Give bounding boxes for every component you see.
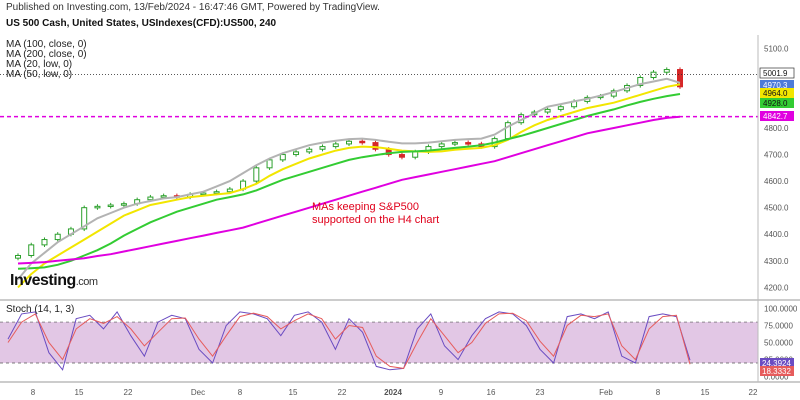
candle-body xyxy=(226,188,233,193)
candle-body xyxy=(147,196,154,201)
candle-body xyxy=(81,207,88,230)
candle-body xyxy=(319,146,326,150)
ma20-line xyxy=(17,83,681,289)
x-tick-label: 8 xyxy=(656,388,661,397)
x-tick-label: 2024 xyxy=(384,388,402,397)
published-caption: Published on Investing.com, 13/Feb/2024 … xyxy=(6,2,380,13)
candle-body xyxy=(332,143,339,148)
x-tick-label: 23 xyxy=(536,388,545,397)
candle-body xyxy=(94,205,101,209)
ma100-line xyxy=(17,77,681,281)
annotation-line1: MAs keeping S&P500 xyxy=(312,201,420,213)
price-label: 4964.0 xyxy=(763,89,788,98)
stoch-k-line xyxy=(7,311,691,371)
candle-body xyxy=(465,142,472,145)
stoch-label: 18.3332 xyxy=(762,367,791,376)
annotation-line2: supported on the H4 chart xyxy=(312,214,440,226)
y-tick-label: 4800.0 xyxy=(764,124,789,133)
stoch-d-line xyxy=(7,312,691,369)
candle-body xyxy=(359,140,366,144)
stoch-y-tick: 0.0000 xyxy=(764,373,789,382)
legend-ma100: MA (100, close, 0) xyxy=(6,39,87,50)
stoch-label-box xyxy=(760,366,794,376)
candle-body xyxy=(160,195,167,198)
price-label: 5001.9 xyxy=(763,69,788,78)
price-label: 4842.7 xyxy=(763,112,788,121)
x-tick-label: 22 xyxy=(124,388,133,397)
x-tick-label: 8 xyxy=(31,388,36,397)
candle-body xyxy=(253,167,260,182)
logo-suffix: .com xyxy=(75,276,98,288)
stoch-label-box xyxy=(760,358,794,368)
stoch-y-tick: 100.0000 xyxy=(764,304,798,313)
x-tick-label: 9 xyxy=(439,388,444,397)
stoch-y-tick: 50.0000 xyxy=(764,339,793,348)
x-tick-label: 15 xyxy=(701,388,710,397)
y-tick-label: 4700.0 xyxy=(764,151,789,160)
candle-body xyxy=(28,244,35,256)
chart-annotation: MAs keeping S&P500 supported on the H4 c… xyxy=(312,201,439,227)
price-label: 4928.0 xyxy=(763,99,788,108)
candle-body xyxy=(266,159,273,169)
investing-logo: Investing.com xyxy=(10,272,98,290)
candle-body xyxy=(107,204,114,208)
y-tick-label: 4600.0 xyxy=(764,177,789,186)
candle-body xyxy=(451,142,458,145)
x-tick-label: 15 xyxy=(75,388,84,397)
price-label-box xyxy=(760,111,794,121)
price-label-box xyxy=(759,67,795,79)
ma50-line xyxy=(17,93,681,270)
x-tick-label: 8 xyxy=(238,388,243,397)
legend-ma20: MA (20, low, 0) xyxy=(6,59,73,70)
x-axis: 8 15 22 Dec 8 15 22 2024 9 16 23 Feb 8 15 22 xyxy=(0,35,800,397)
main-pane: 4200.0 4300.0 4400.0 4500.0 4600.0 4700.0 4800… xyxy=(0,44,800,301)
candle-body xyxy=(544,108,551,113)
x-tick-label: 16 xyxy=(487,388,496,397)
y-tick-label: 4500.0 xyxy=(764,204,789,213)
candle-body xyxy=(412,151,419,158)
candle-body xyxy=(557,106,564,110)
x-tick-label: 22 xyxy=(338,388,347,397)
candle-body xyxy=(293,151,300,156)
logo-word: Investing xyxy=(10,272,76,289)
x-tick-label: 15 xyxy=(289,388,298,397)
candle-body xyxy=(200,192,207,196)
symbol-title: US 500 Cash, United States, USIndexes(CF… xyxy=(6,18,277,29)
y-tick-label: 4400.0 xyxy=(764,230,789,239)
candle-body xyxy=(637,77,644,86)
candle-body xyxy=(663,69,670,73)
y-tick-label: 4200.0 xyxy=(764,283,789,292)
stoch-band xyxy=(0,322,758,363)
stoch-label: 24.3924 xyxy=(762,359,791,368)
candle-body xyxy=(372,142,379,150)
y-tick-label: 5100.0 xyxy=(764,44,789,53)
x-tick-label: Dec xyxy=(191,388,205,397)
legend-ma200: MA (200, close, 0) xyxy=(6,49,87,60)
candle-body xyxy=(398,154,405,158)
price-label-box xyxy=(760,98,794,108)
price-label: 4970.3 xyxy=(763,81,788,90)
candle-body xyxy=(677,69,683,88)
stoch-legend: Stoch (14, 1, 3) xyxy=(6,304,75,315)
price-label-box xyxy=(760,80,794,90)
candle-body xyxy=(279,154,286,161)
candle-body xyxy=(41,239,48,246)
x-tick-label: Feb xyxy=(599,388,613,397)
candle-body xyxy=(120,203,127,206)
candle-body xyxy=(346,140,352,145)
candle-body xyxy=(15,254,21,259)
candle-body xyxy=(213,191,220,194)
candle-body xyxy=(438,143,445,148)
candle-body xyxy=(54,233,61,241)
price-label-box xyxy=(760,88,794,98)
y-tick-label: 4300.0 xyxy=(764,257,789,266)
x-tick-label: 22 xyxy=(749,388,758,397)
candle-body xyxy=(306,148,313,153)
ma200-line xyxy=(17,115,681,265)
candle-body xyxy=(650,71,657,79)
stoch-y-tick: 75.0000 xyxy=(764,321,793,330)
